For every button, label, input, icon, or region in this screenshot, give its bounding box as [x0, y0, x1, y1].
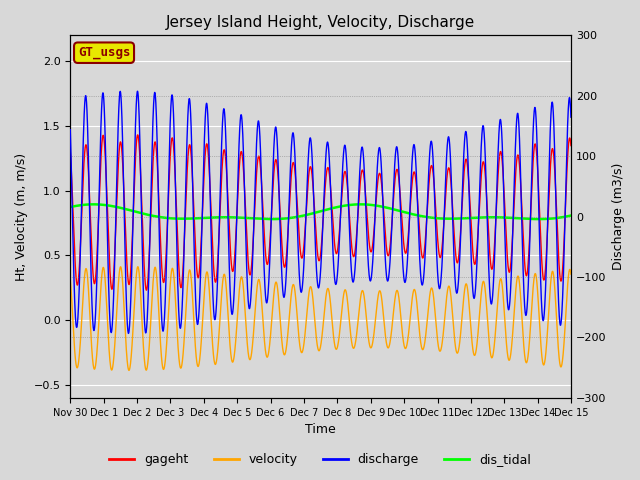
Legend: gageht, velocity, discharge, dis_tidal: gageht, velocity, discharge, dis_tidal — [104, 448, 536, 471]
Title: Jersey Island Height, Velocity, Discharge: Jersey Island Height, Velocity, Discharg… — [166, 15, 476, 30]
Text: GT_usgs: GT_usgs — [78, 46, 131, 59]
Y-axis label: Ht, Velocity (m, m/s): Ht, Velocity (m, m/s) — [15, 153, 28, 281]
X-axis label: Time: Time — [305, 423, 336, 436]
Y-axis label: Discharge (m3/s): Discharge (m3/s) — [612, 163, 625, 270]
